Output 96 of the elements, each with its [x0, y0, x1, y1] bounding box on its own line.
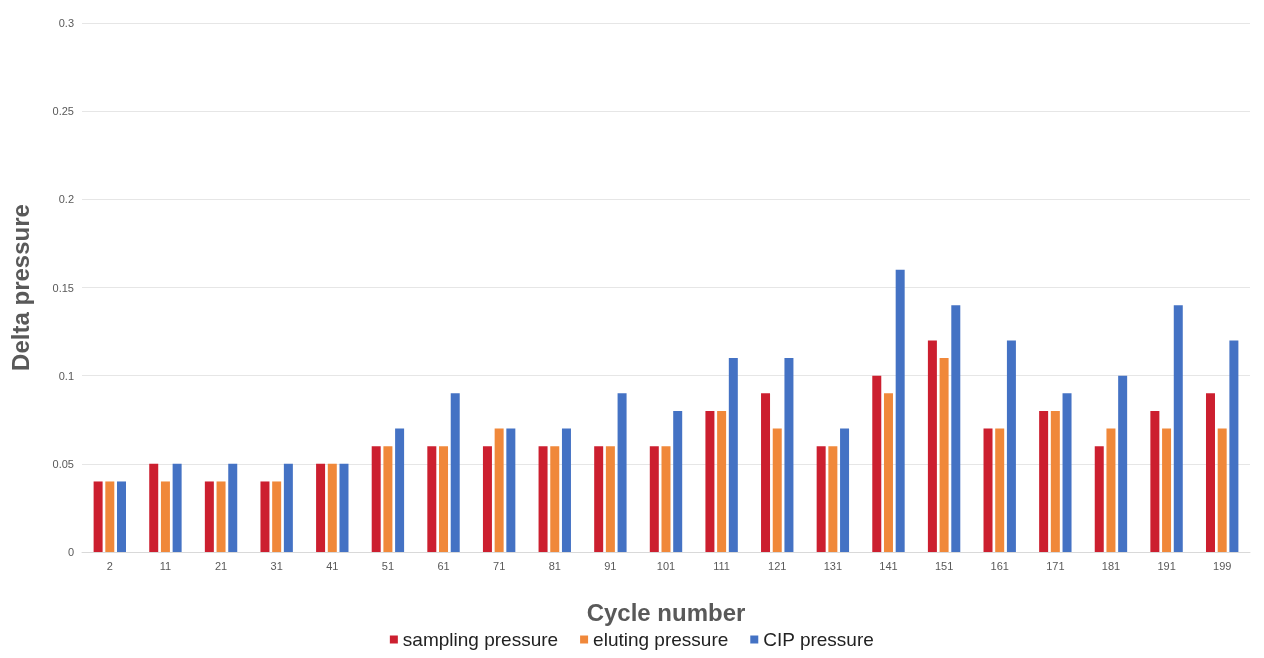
y-tick-label: 0.15 — [52, 281, 74, 294]
x-tick-label: 21 — [214, 559, 228, 572]
bar — [784, 358, 794, 552]
bar — [1094, 446, 1104, 552]
bar — [93, 481, 103, 552]
bar — [673, 410, 683, 552]
bar — [283, 463, 293, 552]
x-tick-label: 191 — [1157, 559, 1176, 572]
bar — [228, 463, 238, 552]
bar — [1150, 410, 1160, 552]
x-axis-title: Cycle number — [586, 598, 746, 626]
bar — [728, 358, 738, 552]
bar — [160, 481, 170, 552]
bar — [883, 393, 893, 552]
bar — [260, 481, 270, 552]
bar — [1173, 305, 1183, 552]
x-tick-label: 121 — [768, 559, 787, 572]
x-tick-label: 171 — [1046, 559, 1065, 572]
bar — [661, 446, 671, 552]
bar — [895, 269, 905, 552]
bar — [840, 428, 850, 552]
legend-label: sampling pressure — [402, 629, 559, 650]
bar — [761, 393, 771, 552]
x-tick-label: 161 — [990, 559, 1009, 572]
x-tick-label: 199 — [1213, 559, 1232, 572]
bar — [828, 446, 838, 552]
bar — [939, 358, 949, 552]
y-tick-label: 0.05 — [52, 457, 74, 470]
x-tick-label: 51 — [381, 559, 395, 572]
bar — [951, 305, 961, 552]
y-tick-label: 0.1 — [58, 369, 74, 382]
x-tick-label: 131 — [823, 559, 843, 572]
bar — [316, 463, 326, 552]
bar — [705, 410, 715, 552]
bar — [1062, 393, 1072, 552]
bar — [506, 428, 516, 552]
bar — [482, 446, 492, 552]
bar — [995, 428, 1005, 552]
bar — [216, 481, 226, 552]
x-tick-label: 81 — [548, 559, 561, 572]
bar — [1162, 428, 1172, 552]
x-tick-label: 61 — [437, 559, 450, 572]
bar — [649, 446, 659, 552]
x-tick-label: 11 — [159, 559, 172, 572]
legend-label: CIP pressure — [763, 629, 874, 650]
bar — [383, 446, 393, 552]
legend-label: eluting pressure — [593, 629, 729, 650]
bar — [1006, 340, 1016, 552]
x-tick-label: 151 — [934, 559, 954, 572]
bar — [427, 446, 437, 552]
bar — [605, 446, 615, 552]
bar — [272, 481, 282, 552]
y-tick-label: 0.3 — [58, 17, 74, 29]
bar — [439, 446, 449, 552]
bar — [816, 446, 826, 552]
bar — [1118, 375, 1128, 552]
bar — [872, 375, 882, 552]
bar — [1039, 410, 1049, 552]
bar — [983, 428, 993, 552]
bar — [149, 463, 159, 552]
y-tick-label: 0 — [67, 546, 74, 558]
bar — [1217, 428, 1227, 552]
x-tick-label: 41 — [326, 559, 339, 572]
bar — [772, 428, 782, 552]
bar — [339, 463, 349, 552]
bar — [450, 393, 460, 552]
bar — [494, 428, 504, 552]
bar — [117, 481, 127, 552]
bar — [172, 463, 182, 552]
bar — [204, 481, 214, 552]
bar — [327, 463, 337, 552]
bar — [1205, 393, 1215, 552]
x-tick-label: 141 — [879, 559, 898, 572]
bar — [717, 410, 727, 552]
bar — [927, 340, 937, 552]
x-tick-label: 111 — [713, 559, 730, 572]
bar — [617, 393, 627, 552]
x-tick-label: 101 — [656, 559, 676, 572]
x-tick-label: 181 — [1101, 559, 1121, 572]
y-axis-title: Delta pressure — [6, 204, 34, 371]
bar — [538, 446, 548, 552]
bar — [105, 481, 115, 552]
y-tick-label: 0.2 — [58, 193, 74, 206]
x-tick-label: 71 — [493, 559, 506, 572]
bar — [1229, 340, 1239, 552]
x-tick-label: 31 — [270, 559, 283, 572]
x-tick-label: 91 — [604, 559, 617, 572]
bar — [395, 428, 405, 552]
bar — [1050, 410, 1060, 552]
bar — [594, 446, 604, 552]
x-tick-label: 2 — [106, 559, 113, 572]
bar — [371, 446, 381, 552]
bar — [1106, 428, 1116, 552]
y-tick-label: 0.25 — [52, 105, 74, 118]
bar — [550, 446, 560, 552]
bar — [561, 428, 571, 552]
